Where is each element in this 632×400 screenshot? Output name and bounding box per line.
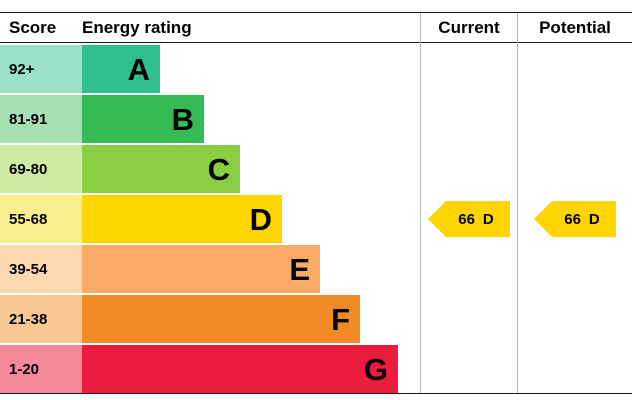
chart-header-row: Score Energy rating	[0, 13, 420, 43]
current-arrow-area: 66 D	[421, 43, 517, 395]
chart-frame: Score Energy rating 92+ A 81-91 B	[0, 12, 632, 394]
band-bar: C	[82, 145, 240, 193]
band-letter: F	[331, 301, 350, 337]
potential-arrow-area: 66 D	[518, 43, 632, 395]
potential-column: Potential 66 D	[517, 13, 632, 393]
band-row-g: 1-20 G	[0, 345, 420, 393]
band-rows: 92+ A 81-91 B 69-80 C	[0, 43, 420, 393]
band-score: 21-38	[0, 295, 82, 343]
band-bar: G	[82, 345, 398, 393]
score-header: Score	[9, 17, 57, 37]
band-score: 55-68	[0, 195, 82, 243]
potential-header: Potential	[518, 13, 632, 43]
band-bar: B	[82, 95, 204, 143]
band-row-b: 81-91 B	[0, 95, 420, 143]
band-letter: A	[127, 51, 150, 87]
potential-rating-value: 66	[564, 210, 581, 228]
current-rating-arrow: 66 D	[428, 201, 510, 237]
band-letter: B	[171, 101, 194, 137]
band-bar: A	[82, 45, 160, 93]
band-score: 39-54	[0, 245, 82, 293]
potential-rating-arrow: 66 D	[534, 201, 616, 237]
band-row-f: 21-38 F	[0, 295, 420, 343]
rating-column: Score Energy rating 92+ A 81-91 B	[0, 13, 420, 393]
energy-rating-header: Energy rating	[82, 17, 192, 37]
band-bar: F	[82, 295, 360, 343]
band-row-e: 39-54 E	[0, 245, 420, 293]
band-letter: C	[207, 151, 230, 187]
band-row-d: 55-68 D	[0, 195, 420, 243]
band-row-c: 69-80 C	[0, 145, 420, 193]
band-letter: D	[249, 201, 272, 237]
potential-rating-letter: D	[588, 210, 600, 228]
band-score: 69-80	[0, 145, 82, 193]
current-rating-value: 66	[458, 210, 475, 228]
band-letter: E	[289, 251, 310, 287]
band-row-a: 92+ A	[0, 45, 420, 93]
current-column: Current 66 D	[420, 13, 517, 393]
band-letter: G	[363, 351, 388, 387]
band-score: 1-20	[0, 345, 82, 393]
current-header: Current	[421, 13, 517, 43]
band-bar: E	[82, 245, 320, 293]
current-rating-letter: D	[482, 210, 494, 228]
band-score: 81-91	[0, 95, 82, 143]
band-score: 92+	[0, 45, 82, 93]
band-bar: D	[82, 195, 282, 243]
